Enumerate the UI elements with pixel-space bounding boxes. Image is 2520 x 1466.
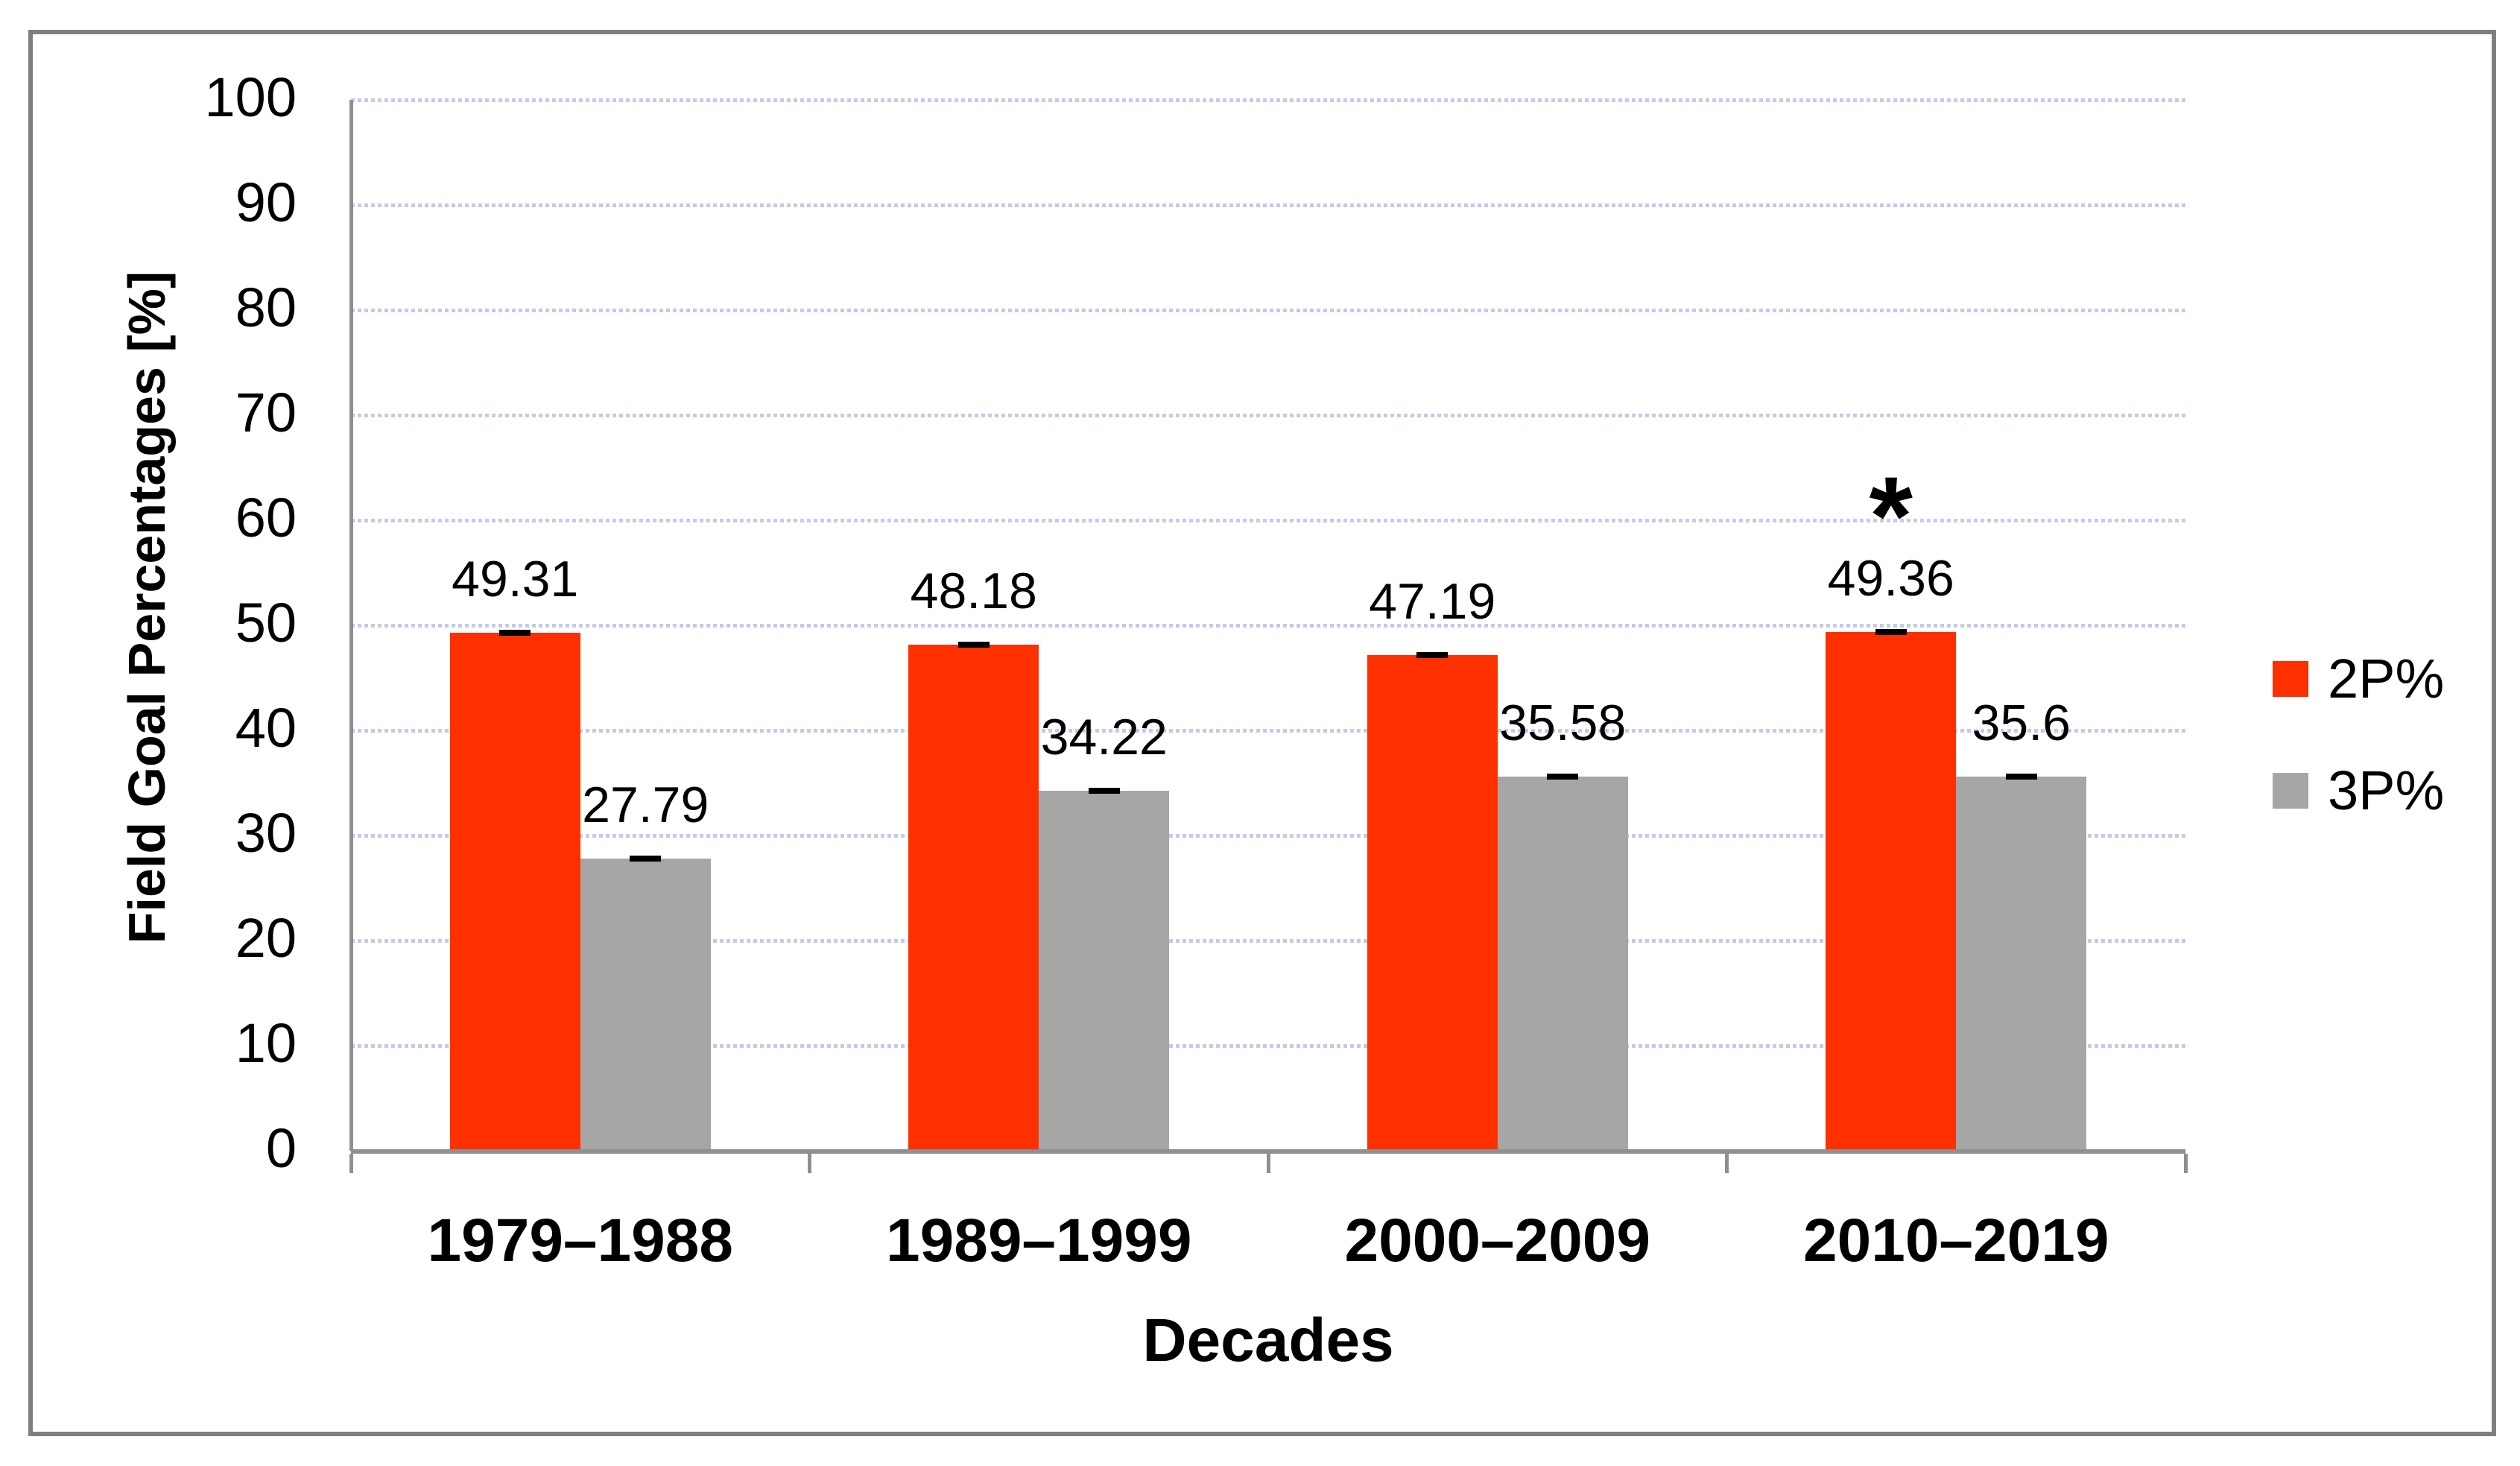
value-label-3p-group-2: 34.22 <box>1040 709 1168 766</box>
bar-3p-group-3 <box>1497 774 1628 1151</box>
y-axis-title: Field Goal Percentages [%] <box>118 271 176 944</box>
bar-3p-group-1 <box>580 856 711 1151</box>
value-label-2p-group-1: 49.31 <box>452 550 579 607</box>
value-label-3p-group-1: 27.79 <box>582 777 709 834</box>
value-label-2p-group-2: 48.18 <box>910 562 1037 619</box>
ytick-label-90: 90 <box>235 171 297 233</box>
error-bar-cap-3p-group-4 <box>2005 774 2037 780</box>
value-label-2p-group-3: 47.19 <box>1369 572 1496 630</box>
gridline-60 <box>351 519 2185 522</box>
error-bar-cap-2p-group-4 <box>1875 629 1907 636</box>
value-label-3p-group-4: 35.6 <box>1972 695 2071 752</box>
y-axis-line <box>349 100 353 1151</box>
error-bar-cap-2p-group-3 <box>1416 651 1449 658</box>
value-label-2p-group-4: 49.36 <box>1827 550 1954 607</box>
gridline-40 <box>351 729 2185 733</box>
x-axis-title: Decades <box>1142 1307 1394 1374</box>
ytick-label-70: 70 <box>235 382 297 443</box>
gridline-30 <box>351 834 2185 838</box>
x-axis-line <box>351 1149 2185 1154</box>
bar-3p-group-2 <box>1039 788 1170 1151</box>
gridline-20 <box>351 939 2185 943</box>
category-label-2: 1989–1999 <box>886 1207 1192 1274</box>
error-bar-cap-2p-group-1 <box>499 629 531 636</box>
bar-2p-group-4 <box>1826 629 1957 1151</box>
value-label-3p-group-3: 35.58 <box>1499 695 1627 752</box>
ytick-label-60: 60 <box>235 487 297 549</box>
legend-item-3p: 3P% <box>2273 763 2444 818</box>
gridline-50 <box>351 624 2185 628</box>
category-label-4: 2010–2019 <box>1803 1207 2109 1274</box>
error-bar-cap-3p-group-1 <box>630 856 662 862</box>
bar-2p-group-1 <box>449 629 580 1151</box>
ytick-label-0: 0 <box>265 1117 297 1179</box>
bar-3p-group-4 <box>1956 774 2087 1151</box>
ytick-label-50: 50 <box>235 592 297 654</box>
ytick-label-20: 20 <box>235 907 297 969</box>
bar-2p-group-2 <box>908 641 1039 1151</box>
xtick-0 <box>349 1154 353 1173</box>
category-label-1: 1979–1988 <box>427 1207 733 1274</box>
xtick-4 <box>2183 1154 2188 1173</box>
chart-outer-frame <box>28 30 2496 1436</box>
legend-swatch-2p <box>2273 661 2308 697</box>
gridline-100 <box>351 98 2185 102</box>
legend-swatch-3p <box>2273 773 2308 809</box>
xtick-3 <box>1725 1154 1729 1173</box>
gridline-10 <box>351 1044 2185 1048</box>
category-label-3: 2000–2009 <box>1344 1207 1650 1274</box>
xtick-1 <box>808 1154 811 1173</box>
gridline-70 <box>351 414 2185 417</box>
significance-asterisk: * <box>1869 452 1913 578</box>
error-bar-cap-3p-group-2 <box>1088 788 1120 794</box>
error-bar-cap-3p-group-3 <box>1547 774 1579 780</box>
xtick-2 <box>1266 1154 1270 1173</box>
ytick-label-80: 80 <box>235 277 297 338</box>
error-bar-cap-2p-group-2 <box>957 641 990 648</box>
legend-label-2p: 2P% <box>2328 648 2445 710</box>
legend-label-3p: 3P% <box>2328 759 2445 821</box>
legend-item-2p: 2P% <box>2273 651 2444 707</box>
gridline-80 <box>351 309 2185 312</box>
gridline-90 <box>351 203 2185 207</box>
ytick-label-100: 100 <box>204 66 297 128</box>
legend: 2P% 3P% <box>2273 651 2444 885</box>
ytick-label-10: 10 <box>235 1012 297 1074</box>
ytick-label-40: 40 <box>235 697 297 759</box>
bar-2p-group-3 <box>1367 651 1498 1151</box>
ytick-label-30: 30 <box>235 802 297 864</box>
